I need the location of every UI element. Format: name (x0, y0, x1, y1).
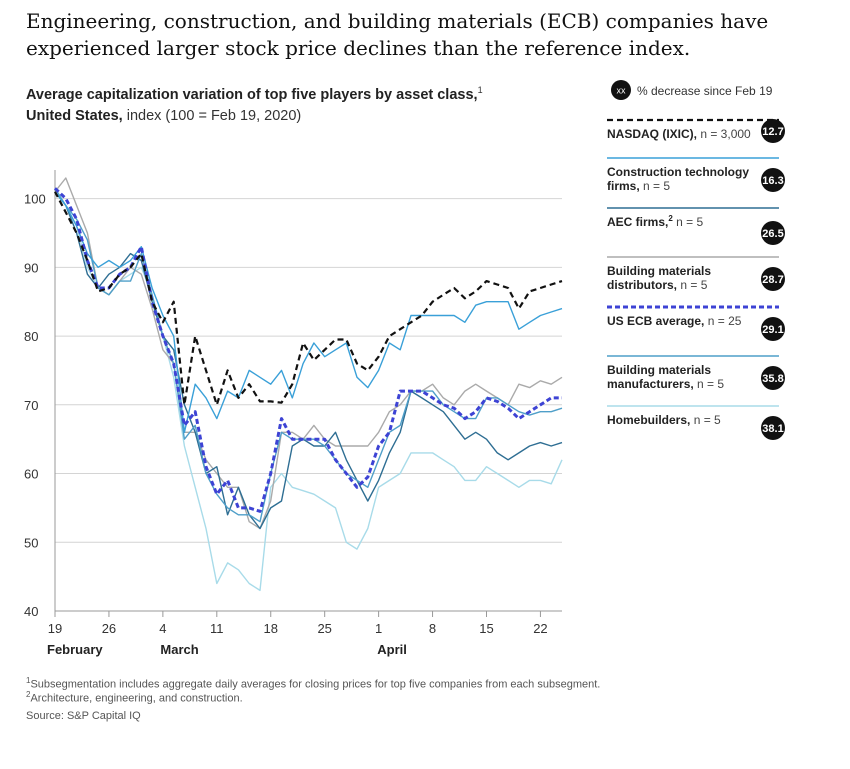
x-tick-label-4: 4 (159, 621, 166, 636)
y-tick-label-100: 100 (24, 192, 46, 207)
footnote-1-mark: 1 (26, 676, 31, 685)
chart-title-note-mark: 1 (477, 85, 483, 95)
x-tick-label-1: 1 (375, 621, 382, 636)
source-note: Source: S&P Capital IQ (26, 710, 141, 722)
legend-name-0-line-0: NASDAQ (IXIC), (607, 127, 697, 141)
legend-name-5-line-1: manufacturers, (607, 377, 694, 391)
legend-label-0: NASDAQ (IXIC), n = 3,000 (607, 127, 751, 141)
legend-n-4: n = 25 (704, 314, 741, 328)
footnote-2-text: Architecture, engineering, and construct… (30, 692, 243, 705)
legend-name-4-line-0: US ECB average, (607, 314, 704, 328)
month-label-march: March (160, 642, 198, 657)
legend-label-3: Building materials distributors, n = 5 (607, 264, 711, 292)
legend-badge-3 (761, 267, 785, 291)
month-label-february: February (47, 642, 103, 657)
legend-name-3-line-0: Building materials (607, 264, 711, 278)
legend-badge-text-3: 28.7 (762, 274, 783, 286)
x-tick-label-18: 18 (264, 621, 278, 636)
legend-name-3-line-1: distributors, (607, 278, 677, 292)
chart-title-rest: index (100 = Feb 19, 2020) (122, 107, 302, 124)
legend-badge-6 (761, 416, 785, 440)
legend-name-5-line-0: Building materials (607, 363, 711, 377)
x-tick-label-11: 11 (210, 621, 224, 636)
legend-label-1: Construction technology firms, n = 5 (607, 165, 749, 193)
y-tick-label-40: 40 (24, 604, 38, 619)
legend-key-label: % decrease since Feb 19 (637, 84, 773, 98)
legend-key-badge (611, 80, 631, 100)
y-tick-label-60: 60 (24, 467, 38, 482)
chart-title: Average capitalization variation of top … (26, 80, 496, 127)
y-tick-label-90: 90 (24, 260, 38, 275)
x-tick-label-26: 26 (102, 621, 116, 636)
series-line-0 (54, 191, 563, 406)
chart-headline: Engineering, construction, and building … (26, 9, 769, 60)
legend-label-6: Homebuilders, n = 5 (607, 413, 721, 427)
legend-badge-text-4: 29.1 (762, 324, 783, 336)
legend-note-2: 2 (668, 214, 673, 223)
y-tick-label-80: 80 (24, 329, 38, 344)
legend-key-badge-text: xx (617, 86, 627, 96)
y-tick-label-50: 50 (24, 535, 38, 550)
legend-badge-text-6: 38.1 (762, 423, 783, 435)
legend-name-2-line-0: AEC firms, (607, 215, 668, 229)
legend-badge-5 (761, 366, 785, 390)
series-line-3 (54, 177, 563, 530)
legend-n-6: n = 5 (690, 413, 721, 427)
series-line-6 (54, 191, 563, 592)
legend-badge-2 (761, 221, 785, 245)
x-tick-label-22: 22 (533, 621, 547, 636)
legend-label-5: Building materials manufacturers, n = 5 (607, 363, 724, 391)
legend-n-5: n = 5 (694, 377, 725, 391)
legend-badge-text-5: 35.8 (762, 373, 783, 385)
legend-badge-1 (761, 168, 785, 192)
legend-name-1-line-0: Construction technology (607, 165, 749, 179)
legend-badge-4 (761, 317, 785, 341)
series-line-2 (54, 191, 563, 530)
legend-n-3: n = 5 (677, 278, 708, 292)
x-tick-label-25: 25 (317, 621, 331, 636)
legend-n-0: n = 3,000 (697, 127, 751, 141)
x-tick-label-19: 19 (48, 621, 62, 636)
footnote-1-text: Subsegmentation includes aggregate daily… (30, 678, 601, 691)
x-tick-label-15: 15 (479, 621, 493, 636)
legend-n-2: n = 5 (673, 215, 704, 229)
chart-title-bold-2: United States, (26, 107, 123, 124)
series-line-5 (54, 187, 563, 523)
footnote-2: 2Architecture, engineering, and construc… (26, 690, 243, 705)
x-tick-label-8: 8 (429, 621, 436, 636)
legend-badge-text-0: 12.7 (762, 126, 783, 138)
footnote-1: 1Subsegmentation includes aggregate dail… (26, 676, 600, 691)
legend-badge-text-2: 26.5 (762, 228, 783, 240)
series-line-1 (54, 191, 563, 433)
y-tick-label-70: 70 (24, 398, 38, 413)
legend-name-6-line-0: Homebuilders, (607, 413, 690, 427)
series-line-4 (53, 187, 562, 513)
legend-n-1: n = 5 (640, 179, 671, 193)
footnote-2-mark: 2 (26, 690, 31, 699)
legend-badge-0 (761, 119, 785, 143)
legend-badge-text-1: 16.3 (762, 175, 783, 187)
month-label-april: April (377, 642, 407, 657)
chart-title-bold: Average capitalization variation of top … (26, 86, 478, 103)
legend-name-1-line-1: firms, (607, 179, 640, 193)
legend-label-4: US ECB average, n = 25 (607, 314, 742, 328)
legend-label-2: AEC firms,2 n = 5 (607, 214, 703, 229)
